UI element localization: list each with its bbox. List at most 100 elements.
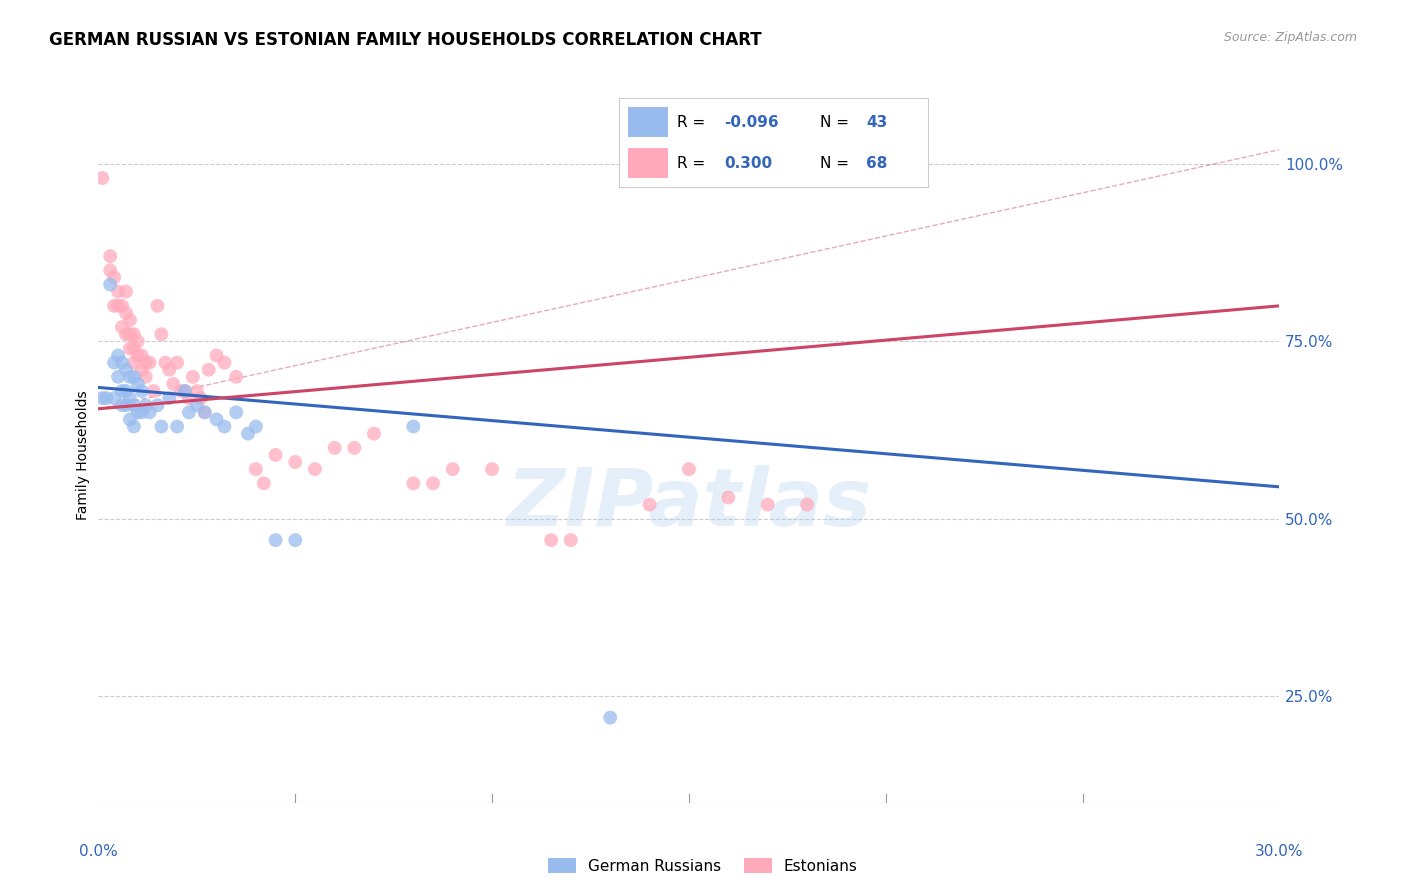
Point — [177, 405, 200, 419]
Point — [343, 441, 366, 455]
Point — [118, 313, 141, 327]
Point — [103, 391, 125, 405]
Point — [118, 342, 141, 356]
Point — [323, 441, 346, 455]
Text: 30.0%: 30.0% — [1256, 845, 1303, 859]
Point — [103, 270, 125, 285]
Point — [150, 419, 173, 434]
Point — [155, 356, 177, 370]
Text: R =: R = — [678, 115, 710, 129]
Point — [363, 426, 385, 441]
Point — [756, 498, 779, 512]
Point — [122, 398, 145, 412]
Point — [284, 455, 307, 469]
Point — [284, 533, 307, 548]
Legend: German Russians, Estonians: German Russians, Estonians — [543, 852, 863, 880]
Point — [127, 405, 149, 419]
Point — [146, 299, 169, 313]
Point — [115, 362, 138, 376]
Point — [422, 476, 444, 491]
Point — [122, 369, 145, 384]
Point — [186, 384, 208, 398]
Text: -0.096: -0.096 — [724, 115, 779, 129]
Text: Source: ZipAtlas.com: Source: ZipAtlas.com — [1223, 31, 1357, 45]
Point — [174, 384, 197, 398]
Point — [166, 419, 188, 434]
Point — [131, 384, 153, 398]
Point — [157, 391, 180, 405]
Point — [107, 369, 129, 384]
Point — [402, 419, 425, 434]
Point — [796, 498, 818, 512]
Point — [135, 356, 157, 370]
Point — [236, 426, 259, 441]
Point — [174, 384, 197, 398]
Point — [638, 498, 661, 512]
Text: 43: 43 — [866, 115, 887, 129]
Point — [146, 398, 169, 412]
Point — [111, 356, 134, 370]
Point — [127, 376, 149, 391]
Point — [304, 462, 326, 476]
Point — [135, 398, 157, 412]
Point — [205, 349, 228, 363]
Point — [245, 419, 267, 434]
Point — [98, 277, 121, 292]
Point — [115, 306, 138, 320]
Point — [115, 327, 138, 342]
Point — [441, 462, 464, 476]
Point — [122, 342, 145, 356]
Point — [264, 448, 287, 462]
Point — [197, 362, 219, 376]
Point — [194, 405, 217, 419]
Point — [107, 349, 129, 363]
Point — [131, 362, 153, 376]
Point — [115, 384, 138, 398]
Point — [214, 356, 236, 370]
Point — [194, 405, 217, 419]
Point — [91, 171, 114, 186]
Point — [111, 299, 134, 313]
Point — [131, 405, 153, 419]
Text: 0.0%: 0.0% — [79, 845, 118, 859]
Text: 68: 68 — [866, 156, 887, 170]
Point — [98, 249, 121, 263]
Point — [138, 405, 160, 419]
Text: GERMAN RUSSIAN VS ESTONIAN FAMILY HOUSEHOLDS CORRELATION CHART: GERMAN RUSSIAN VS ESTONIAN FAMILY HOUSEH… — [49, 31, 762, 49]
Point — [181, 369, 204, 384]
Text: R =: R = — [678, 156, 710, 170]
Point — [111, 384, 134, 398]
Point — [190, 391, 212, 405]
Point — [118, 412, 141, 426]
Text: 0.300: 0.300 — [724, 156, 772, 170]
Point — [678, 462, 700, 476]
Text: N =: N = — [820, 156, 853, 170]
Point — [138, 356, 160, 370]
Point — [115, 398, 138, 412]
Point — [253, 476, 276, 491]
Point — [166, 356, 188, 370]
Point — [162, 376, 184, 391]
Point — [170, 384, 193, 398]
Point — [98, 263, 121, 277]
FancyBboxPatch shape — [628, 148, 668, 178]
Point — [103, 299, 125, 313]
Point — [245, 462, 267, 476]
Point — [264, 533, 287, 548]
Point — [186, 398, 208, 412]
Point — [122, 356, 145, 370]
Point — [177, 391, 200, 405]
Point — [118, 369, 141, 384]
Point — [599, 710, 621, 724]
Point — [402, 476, 425, 491]
Text: ZIPatlas: ZIPatlas — [506, 465, 872, 542]
Point — [107, 299, 129, 313]
Point — [111, 398, 134, 412]
Point — [96, 391, 118, 405]
Point — [142, 384, 165, 398]
Point — [127, 349, 149, 363]
Point — [118, 327, 141, 342]
Point — [107, 285, 129, 299]
Point — [131, 349, 153, 363]
Point — [481, 462, 503, 476]
